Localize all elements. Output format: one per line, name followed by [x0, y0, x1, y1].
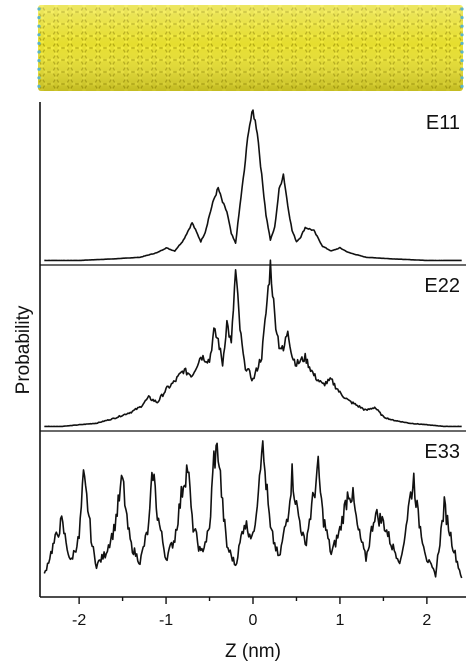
plot-axes: [39, 102, 466, 598]
panel-label-e11: E11: [426, 112, 460, 134]
x-axis-label: Z (nm): [225, 641, 281, 662]
panel-label-e33: E33: [424, 441, 460, 463]
x-tick-label: 0: [249, 612, 258, 629]
x-axis-ticks: -2 -1 0 1 2: [72, 597, 431, 629]
panel-e22: E22: [44, 259, 462, 428]
carbon-nanotube-image: [37, 5, 464, 91]
x-tick-label: -2: [72, 612, 86, 629]
x-tick-label: -1: [159, 612, 173, 629]
y-axis-label: Probability: [13, 305, 34, 394]
x-tick-label: 1: [335, 612, 344, 629]
series-line-e22: [44, 259, 462, 428]
panel-e33: E33: [43, 440, 463, 579]
x-tick-label: 2: [422, 612, 431, 629]
nanotube-end-atoms: [37, 7, 464, 88]
panel-e11: E11: [44, 109, 462, 262]
panel-label-e22: E22: [424, 275, 460, 297]
series-line-e11: [44, 109, 462, 262]
series-line-e33: [43, 440, 463, 579]
